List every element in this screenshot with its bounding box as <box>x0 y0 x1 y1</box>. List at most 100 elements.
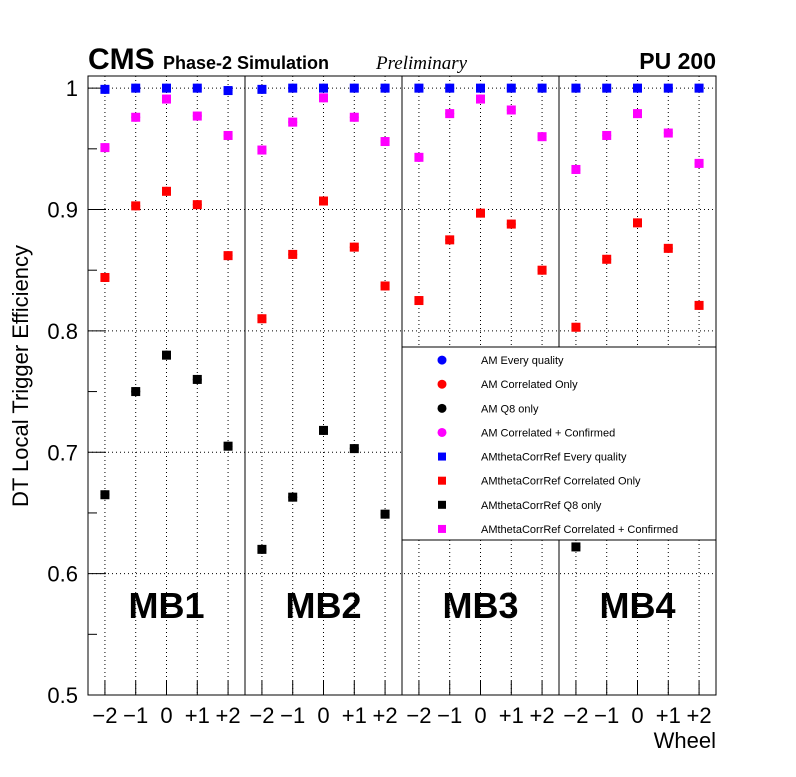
x-tick-label: +2 <box>530 703 555 728</box>
x-tick-label: −2 <box>406 703 431 728</box>
data-point <box>414 296 424 306</box>
data-point <box>414 152 424 162</box>
data-point <box>445 235 455 245</box>
data-point <box>257 84 267 94</box>
x-tick-label: −2 <box>249 703 274 728</box>
y-tick-label: 1 <box>66 76 78 101</box>
station-labels: MB1 MB2 MB3 MB4 <box>128 585 675 626</box>
data-point <box>319 83 328 93</box>
legend-entry-label: AM Every quality <box>481 355 564 367</box>
data-point <box>223 251 233 261</box>
data-point <box>445 109 455 119</box>
data-point <box>349 112 359 122</box>
x-tick-label: −2 <box>92 703 117 728</box>
data-point <box>192 111 202 121</box>
x-tick-label: +2 <box>373 703 398 728</box>
data-point <box>319 425 328 435</box>
x-tick-label: +2 <box>216 703 241 728</box>
data-point <box>349 83 359 93</box>
y-tick-label: 0.6 <box>47 562 78 587</box>
data-points <box>100 83 704 554</box>
data-point <box>380 281 390 291</box>
data-point <box>100 490 110 500</box>
data-point <box>380 137 390 147</box>
cms-label: CMS <box>88 43 155 76</box>
data-point <box>131 201 141 211</box>
data-point <box>380 509 390 519</box>
x-tick-label: 0 <box>631 703 643 728</box>
data-point <box>571 542 581 552</box>
data-point <box>192 374 202 384</box>
data-point <box>537 132 547 142</box>
data-point <box>571 164 581 174</box>
data-point <box>694 83 704 93</box>
y-tick-label: 0.7 <box>47 440 78 465</box>
data-point <box>537 265 547 275</box>
data-point <box>602 83 612 93</box>
data-point <box>663 243 673 253</box>
x-tick-label: 0 <box>160 703 172 728</box>
preliminary-label: Preliminary <box>375 53 468 74</box>
data-point <box>476 208 485 218</box>
x-axis-title: Wheel <box>654 728 716 753</box>
legend-marker <box>438 452 446 461</box>
legend-entry-label: AM Correlated + Confirmed <box>481 427 615 439</box>
data-point <box>506 105 516 115</box>
pileup-label: PU 200 <box>639 48 716 74</box>
data-point <box>162 186 171 196</box>
data-point <box>506 83 516 93</box>
x-tick-label: 0 <box>317 703 329 728</box>
data-point <box>162 94 171 104</box>
data-point <box>349 444 359 454</box>
data-point <box>319 93 328 103</box>
data-point <box>663 128 673 138</box>
legend-entry-label: AM Q8 only <box>481 403 539 415</box>
data-point <box>223 441 233 451</box>
data-point <box>506 219 516 229</box>
x-tick-label: −1 <box>280 703 305 728</box>
data-point <box>414 83 424 93</box>
data-point <box>633 109 642 119</box>
data-point <box>694 300 704 310</box>
y-axis-title: DT Local Trigger Efficiency <box>8 245 33 507</box>
data-point <box>319 196 328 206</box>
data-point <box>257 314 267 324</box>
data-point <box>633 218 642 228</box>
data-point <box>257 145 267 155</box>
station-label-mb1: MB1 <box>128 585 204 626</box>
data-point <box>633 83 642 93</box>
legend-marker <box>438 500 446 509</box>
data-point <box>571 322 581 332</box>
data-point <box>602 254 612 264</box>
x-tick-label: 0 <box>474 703 486 728</box>
legend-marker <box>437 355 447 365</box>
data-point <box>131 83 141 93</box>
x-tick-label: −2 <box>563 703 588 728</box>
plot-frame <box>87 75 717 696</box>
x-tick-label: +1 <box>342 703 367 728</box>
data-point <box>571 83 581 93</box>
legend-entry-label: AMthetaCorrRef Correlated Only <box>481 476 641 488</box>
simulation-label: Phase-2 Simulation <box>163 53 329 73</box>
legend: AM Every quality AM Correlated Only AM Q8 … <box>401 346 717 541</box>
data-point <box>288 117 298 127</box>
legend-entry-label: AMthetaCorrRef Q8 only <box>481 500 602 512</box>
data-point <box>192 200 202 210</box>
data-point <box>162 350 171 360</box>
data-point <box>100 84 110 94</box>
station-label-mb2: MB2 <box>285 585 361 626</box>
data-point <box>288 83 298 93</box>
data-point <box>131 112 141 122</box>
data-point <box>223 130 233 140</box>
data-point <box>131 387 141 397</box>
data-point <box>380 83 390 93</box>
y-tick-label: 0.9 <box>47 198 78 223</box>
x-tick-label: +1 <box>185 703 210 728</box>
x-tick-label: −1 <box>594 703 619 728</box>
tick-layer: 0.50.60.70.80.91−2 −1 0 +1 +2 −2 −1 0 +1 +2 −2 −1 0 +… <box>47 76 711 728</box>
data-point <box>100 272 110 282</box>
x-tick-label: −1 <box>437 703 462 728</box>
x-tick-label: +1 <box>499 703 524 728</box>
data-point <box>602 130 612 140</box>
